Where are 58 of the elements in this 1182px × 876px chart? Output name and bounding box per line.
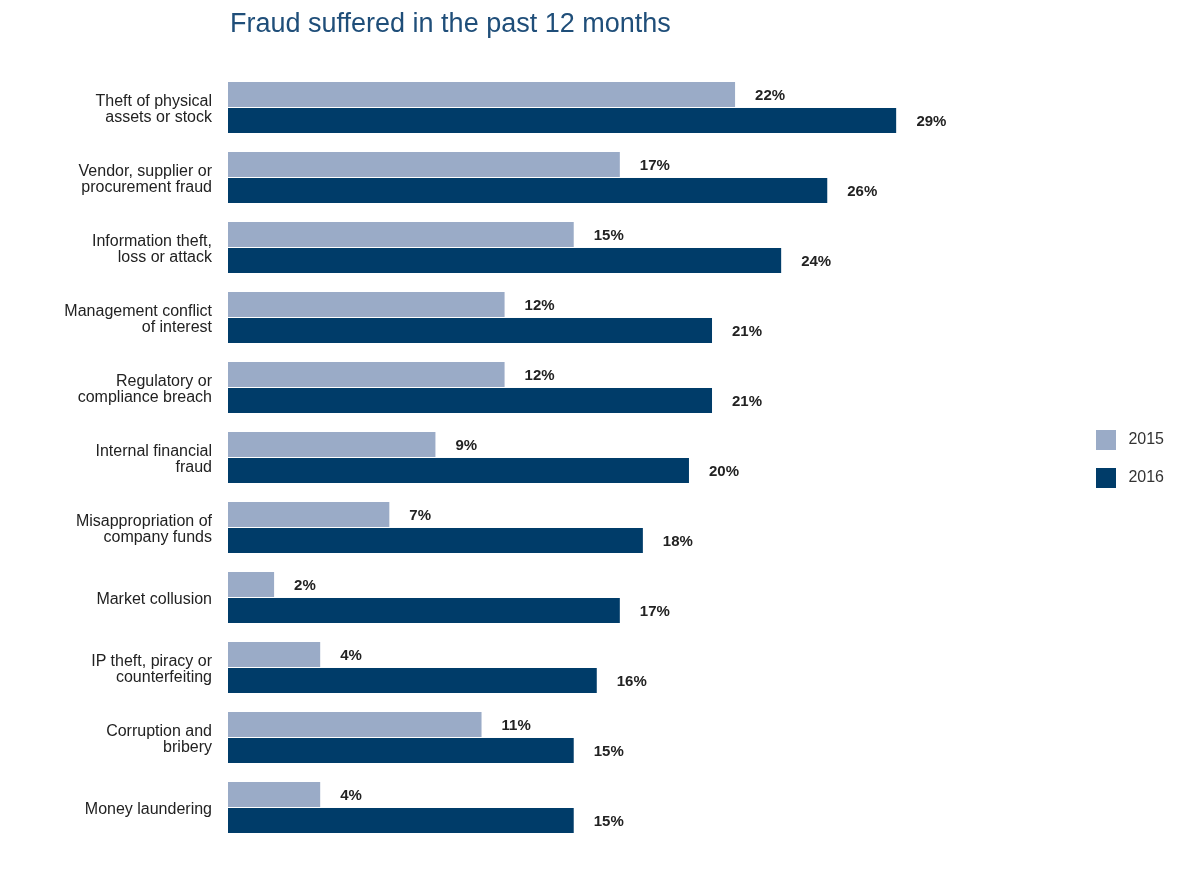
y-tick-label: Market collusion [96, 589, 212, 607]
data-label: 9% [455, 436, 478, 454]
legend-label: 2015 [1128, 430, 1164, 447]
data-label: 21% [732, 392, 763, 410]
data-label: 29% [916, 112, 947, 130]
bar [228, 108, 897, 134]
bar [228, 668, 597, 694]
data-label: 21% [732, 322, 763, 340]
data-label: 17% [639, 602, 670, 620]
bar [228, 388, 713, 414]
bar [228, 642, 321, 668]
data-label: 12% [524, 366, 555, 384]
bar [228, 738, 574, 764]
data-label: 20% [708, 462, 739, 480]
bar [228, 712, 482, 738]
bar [228, 222, 574, 248]
data-label: 26% [847, 182, 878, 200]
data-label: 22% [755, 86, 786, 104]
bar [228, 248, 782, 274]
bar [228, 82, 736, 108]
data-label: 2% [294, 576, 316, 594]
bar [228, 152, 620, 178]
data-label: 17% [639, 156, 670, 174]
bar [228, 292, 505, 318]
data-label: 12% [524, 296, 555, 314]
bar [228, 318, 713, 344]
y-tick-label: Regulatory or compliance breach [77, 371, 213, 405]
y-tick-label: IP theft, piracy or counterfeiting [91, 651, 213, 685]
bar [228, 572, 275, 598]
data-label: 4% [340, 646, 362, 664]
bar [228, 502, 390, 528]
bar [228, 782, 321, 808]
data-label: 11% [501, 716, 531, 734]
y-tick-label: Theft of physical assets or stock [95, 91, 213, 125]
data-label: 15% [593, 742, 624, 760]
data-label: 15% [593, 226, 624, 244]
data-label: 16% [616, 672, 647, 690]
chart-title: Fraud suffered in the past 12 months [229, 8, 672, 39]
y-tick-label: Corruption and bribery [106, 721, 212, 755]
data-label: 15% [593, 812, 624, 830]
data-label: 7% [409, 506, 432, 524]
y-tick-label: Misappropriation of company funds [75, 511, 213, 545]
y-tick-label: Vendor, supplier or procurement fraud [78, 161, 213, 195]
y-tick-label: Money laundering [84, 799, 212, 817]
legend-label: 2016 [1128, 468, 1164, 485]
bar [228, 432, 436, 458]
y-tick-label: Management conflict of interest [64, 301, 213, 335]
bar [228, 808, 574, 834]
y-tick-label: Information theft, loss or attack [91, 231, 213, 265]
bar [228, 458, 689, 484]
data-label: 18% [662, 532, 693, 550]
bar [228, 528, 643, 554]
bar [228, 598, 620, 624]
bar [228, 178, 828, 204]
data-label: 24% [801, 252, 832, 270]
y-tick-label: Internal financial fraud [95, 441, 212, 475]
data-label: 4% [340, 786, 362, 804]
bar [228, 362, 505, 388]
